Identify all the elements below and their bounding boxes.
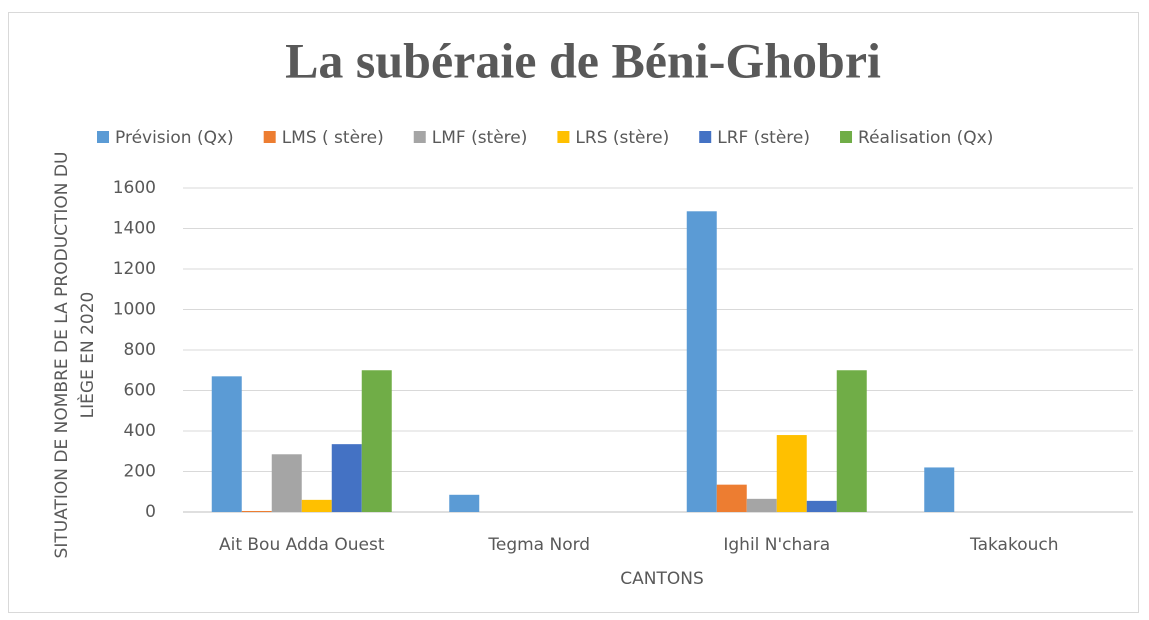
x-tick-label: Takakouch — [969, 535, 1059, 555]
legend-swatch — [840, 131, 853, 143]
y-tick-label: 800 — [124, 340, 156, 360]
y-tick-label: 1400 — [113, 219, 156, 239]
legend-swatch — [97, 131, 109, 143]
legend-label: LMS ( stère) — [282, 128, 384, 148]
x-axis-title: CANTONS — [620, 569, 704, 589]
legend-swatch — [263, 131, 276, 143]
y-tick-label: 600 — [124, 381, 156, 401]
chart-title: La subéraie de Béni-Ghobri — [285, 32, 881, 88]
legend-swatch — [557, 131, 570, 143]
legend-label: LRS (stère) — [575, 128, 669, 148]
legend-swatch — [413, 131, 426, 143]
bar — [449, 494, 480, 512]
y-tick-label: 1600 — [113, 178, 156, 198]
legend-label: Prévision (Qx) — [115, 128, 234, 148]
y-tick-label: 200 — [124, 462, 156, 482]
legend-label: Réalisation (Qx) — [858, 128, 993, 148]
chart-border — [8, 12, 1139, 613]
x-tick-label: Ighil N'chara — [723, 535, 830, 555]
bar — [716, 484, 747, 512]
y-tick-label: 1000 — [113, 300, 156, 320]
bar — [211, 376, 242, 512]
y-tick-label: 0 — [145, 502, 156, 522]
x-tick-label: Tegma Nord — [487, 535, 590, 555]
bar — [924, 467, 955, 512]
bar — [301, 499, 332, 512]
bar — [746, 498, 777, 512]
bar — [271, 454, 302, 512]
y-axis-title: SITUATION DE NOMBRE DE LA PRODUCTION DU — [52, 152, 72, 559]
x-tick-label: Ait Bou Adda Ouest — [219, 535, 385, 555]
legend-swatch — [699, 131, 712, 143]
bar — [331, 444, 362, 512]
bar — [686, 211, 717, 512]
legend-label: LRF (stère) — [717, 128, 810, 148]
y-tick-label: 1200 — [113, 259, 156, 279]
bar — [241, 510, 272, 512]
y-tick-label: 400 — [124, 421, 156, 441]
y-axis-title: LIÈGE EN 2020 — [76, 292, 98, 419]
legend-label: LMF (stère) — [432, 128, 528, 148]
bar — [776, 435, 807, 512]
bar — [836, 370, 867, 512]
bar — [361, 370, 392, 512]
bar — [806, 500, 837, 512]
